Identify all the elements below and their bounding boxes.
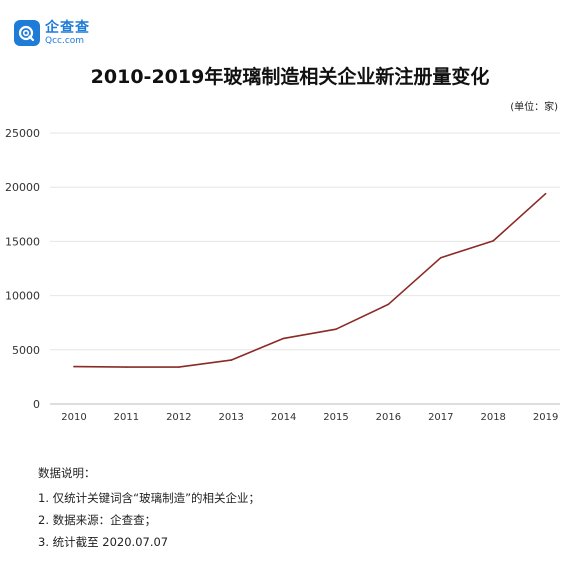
x-tick-label: 2010 (61, 412, 86, 423)
data-point (492, 240, 495, 242)
data-point (335, 328, 337, 331)
x-tick-label: 2014 (271, 412, 296, 423)
data-point (73, 365, 75, 368)
x-tick-label: 2015 (323, 412, 348, 423)
logo-icon (14, 20, 40, 46)
data-notes: 数据说明： 1. 仅统计关键词含“玻璃制造”的相关企业； 2. 数据来源：企查查… (38, 462, 260, 553)
x-tick-label: 2018 (480, 412, 505, 423)
y-tick-label: 0 (33, 398, 40, 411)
y-tick-label: 5000 (12, 344, 40, 357)
data-point (544, 192, 547, 195)
y-tick-label: 10000 (5, 290, 40, 303)
y-tick-label: 15000 (5, 235, 40, 248)
data-point (282, 337, 285, 340)
data-point (230, 359, 232, 361)
chart-title: 2010-2019年玻璃制造相关企业新注册量变化 (90, 66, 490, 88)
data-point (125, 366, 128, 368)
x-tick-label: 2019 (533, 412, 558, 423)
data-point (387, 303, 390, 306)
y-tick-label: 20000 (5, 181, 40, 194)
series-line (73, 193, 547, 368)
x-tick-label: 2011 (114, 412, 139, 423)
data-point (440, 256, 442, 259)
x-tick-label: 2017 (428, 412, 453, 423)
logo-name: 企查查 (45, 19, 90, 36)
logo: 企查查 Qcc.com (14, 20, 90, 46)
x-tick-label: 2016 (376, 412, 401, 423)
notes-heading: 数据说明： (38, 466, 96, 480)
note-item: 3. 统计截至 2020.07.07 (38, 535, 169, 549)
note-item: 2. 数据来源：企查查； (38, 513, 157, 527)
note-item: 1. 仅统计关键词含“玻璃制造”的相关企业； (38, 491, 261, 505)
x-tick-label: 2012 (166, 412, 191, 423)
unit-label: (单位：家) (510, 102, 558, 113)
y-tick-label: 25000 (5, 127, 40, 140)
logo-domain: Qcc.com (45, 35, 85, 46)
x-tick-label: 2013 (218, 412, 243, 423)
data-point (178, 366, 180, 368)
